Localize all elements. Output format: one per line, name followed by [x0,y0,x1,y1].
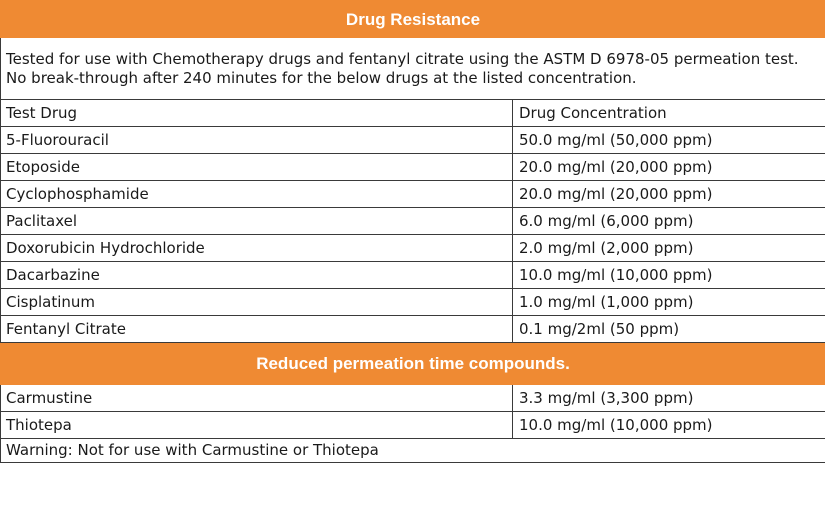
column-header-row: Test Drug Drug Concentration [0,99,825,127]
drug-concentration: 20.0 mg/ml (20,000 ppm) [511,153,825,181]
drug-concentration: 10.0 mg/ml (10,000 ppm) [511,411,825,439]
drug-concentration: 50.0 mg/ml (50,000 ppm) [511,126,825,154]
drug-concentration: 20.0 mg/ml (20,000 ppm) [511,180,825,208]
drug-name: Cyclophosphamide [0,180,513,208]
table-row: Doxorubicin Hydrochloride 2.0 mg/ml (2,0… [0,234,825,262]
drug-name: Doxorubicin Hydrochloride [0,234,513,262]
header-test-drug: Test Drug [0,99,513,127]
description-row: Tested for use with Chemotherapy drugs a… [0,37,825,100]
drug-name: Thiotepa [0,411,513,439]
reduced-permeation-title: Reduced permeation time compounds. [0,342,825,385]
table-row: Etoposide 20.0 mg/ml (20,000 ppm) [0,153,825,181]
drug-concentration: 6.0 mg/ml (6,000 ppm) [511,207,825,235]
table-row: Thiotepa 10.0 mg/ml (10,000 ppm) [0,411,825,439]
warning-text: Warning: Not for use with Carmustine or … [0,438,825,463]
table-row: Dacarbazine 10.0 mg/ml (10,000 ppm) [0,261,825,289]
section-header-row: Drug Resistance [0,0,825,38]
drug-resistance-title: Drug Resistance [0,0,825,38]
section-header-row: Reduced permeation time compounds. [0,342,825,385]
drug-concentration: 2.0 mg/ml (2,000 ppm) [511,234,825,262]
drug-concentration: 1.0 mg/ml (1,000 ppm) [511,288,825,316]
drug-name: Fentanyl Citrate [0,315,513,343]
drug-resistance-table: Drug Resistance Tested for use with Chem… [0,0,825,463]
table-row: 5-Fluorouracil 50.0 mg/ml (50,000 ppm) [0,126,825,154]
table-row: Cyclophosphamide 20.0 mg/ml (20,000 ppm) [0,180,825,208]
drug-concentration: 3.3 mg/ml (3,300 ppm) [511,384,825,412]
table-row: Paclitaxel 6.0 mg/ml (6,000 ppm) [0,207,825,235]
table-row: Fentanyl Citrate 0.1 mg/2ml (50 ppm) [0,315,825,343]
drug-name: 5-Fluorouracil [0,126,513,154]
drug-concentration: 10.0 mg/ml (10,000 ppm) [511,261,825,289]
table-row: Cisplatinum 1.0 mg/ml (1,000 ppm) [0,288,825,316]
drug-concentration: 0.1 mg/2ml (50 ppm) [511,315,825,343]
warning-row: Warning: Not for use with Carmustine or … [0,438,825,463]
table-row: Carmustine 3.3 mg/ml (3,300 ppm) [0,384,825,412]
drug-name: Cisplatinum [0,288,513,316]
test-description: Tested for use with Chemotherapy drugs a… [0,37,825,100]
drug-name: Etoposide [0,153,513,181]
header-drug-concentration: Drug Concentration [511,99,825,127]
drug-name: Carmustine [0,384,513,412]
drug-name: Paclitaxel [0,207,513,235]
drug-name: Dacarbazine [0,261,513,289]
